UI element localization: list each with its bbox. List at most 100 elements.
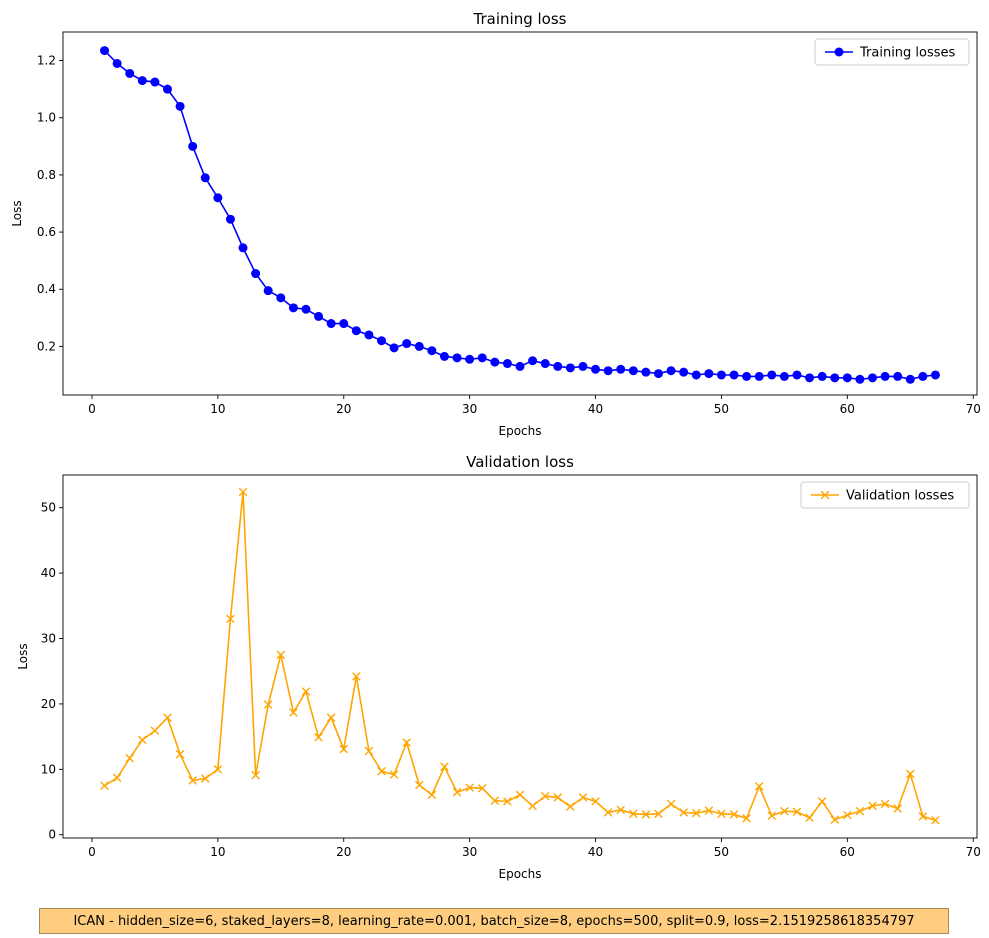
y-axis-label: Loss [16, 643, 30, 669]
data-point [704, 806, 714, 815]
data-point [238, 487, 248, 497]
data-point [427, 790, 437, 800]
data-point [868, 373, 878, 383]
data-point [389, 343, 399, 353]
data-point [364, 746, 374, 756]
data-point [138, 735, 147, 745]
y-tick-label: 0.4 [37, 282, 56, 296]
x-tick-label: 50 [714, 845, 729, 859]
data-point [276, 650, 286, 660]
data-point [502, 359, 512, 369]
caption-text: ICAN - hidden_size=6, staked_layers=8, l… [73, 913, 915, 929]
data-point [515, 790, 525, 800]
y-tick-label: 20 [41, 697, 56, 711]
data-point [163, 713, 172, 722]
y-axis-label: Loss [10, 200, 24, 226]
data-point [641, 810, 651, 819]
x-tick-label: 60 [840, 845, 855, 859]
data-point [843, 810, 852, 820]
data-point [465, 354, 475, 364]
data-point [351, 326, 361, 336]
x-tick-label: 50 [714, 402, 729, 416]
data-point [465, 783, 474, 792]
data-point [188, 141, 198, 151]
legend-swatch-marker [834, 47, 844, 57]
y-tick-label: 0.8 [37, 168, 56, 182]
data-point [477, 353, 487, 363]
x-tick-label: 40 [588, 845, 603, 859]
data-point [565, 363, 575, 373]
x-tick-label: 20 [336, 845, 351, 859]
data-point [528, 801, 537, 811]
legend-box [814, 38, 970, 66]
data-point [263, 286, 273, 296]
data-point [251, 770, 260, 780]
data-point [717, 809, 726, 819]
y-tick-label: 0.2 [37, 339, 56, 353]
data-point [125, 68, 135, 78]
data-point [137, 76, 147, 86]
chart-panel-1: Training loss 0 10 20 30 40 50 60 70 0.2 0.4 0.6 0.8… [10, 10, 981, 438]
data-point [289, 708, 298, 717]
x-tick-label: 30 [462, 402, 477, 416]
data-point [805, 373, 815, 383]
data-point [440, 762, 449, 772]
data-point [364, 330, 374, 340]
data-point [100, 781, 109, 790]
data-point [389, 770, 399, 779]
data-point [578, 793, 588, 802]
chart-title: Validation loss [466, 453, 574, 471]
data-point [742, 371, 752, 381]
data-point [603, 366, 613, 376]
data-point [251, 269, 261, 279]
data-point [377, 766, 386, 776]
data-point [704, 369, 714, 379]
data-point [112, 773, 122, 783]
data-point [414, 780, 424, 790]
data-point [112, 58, 122, 68]
data-point [754, 371, 764, 381]
data-point [125, 753, 135, 763]
data-point [855, 374, 865, 384]
data-point [528, 356, 538, 366]
data-point [880, 371, 890, 381]
data-point [238, 243, 248, 253]
data-point [377, 336, 387, 346]
series-line [104, 491, 936, 822]
data-point [200, 173, 210, 183]
data-point [653, 369, 663, 379]
data-point [880, 799, 890, 809]
data-point [893, 804, 902, 813]
data-point [616, 805, 626, 815]
data-point [842, 373, 852, 383]
data-point [805, 813, 814, 823]
legend: Training losses [814, 38, 970, 66]
data-point [100, 46, 110, 56]
y-tick-label: 10 [41, 762, 56, 776]
data-point [591, 364, 601, 374]
y-tick-label: 1.0 [37, 111, 56, 125]
data-point [830, 373, 840, 383]
data-point [540, 791, 550, 801]
plot-frame [62, 31, 978, 396]
data-point [339, 319, 349, 329]
data-point [150, 77, 160, 87]
data-point [553, 793, 563, 802]
data-point [326, 713, 336, 722]
data-point [868, 801, 877, 811]
data-point [918, 371, 928, 381]
data-point [830, 815, 840, 824]
data-point [779, 371, 789, 381]
x-tick-label: 40 [588, 402, 603, 416]
data-point [628, 366, 638, 376]
y-tick-label: 30 [41, 632, 56, 646]
data-point [452, 353, 462, 363]
data-point [402, 738, 411, 747]
data-point [477, 783, 487, 793]
data-point [918, 812, 928, 821]
data-point [490, 796, 500, 806]
data-point [855, 806, 865, 816]
data-point [213, 765, 223, 774]
chart-panel-2: Validation loss 0 10 20 30 40 50 60 70 0 10 20 30 40 5… [16, 453, 981, 881]
